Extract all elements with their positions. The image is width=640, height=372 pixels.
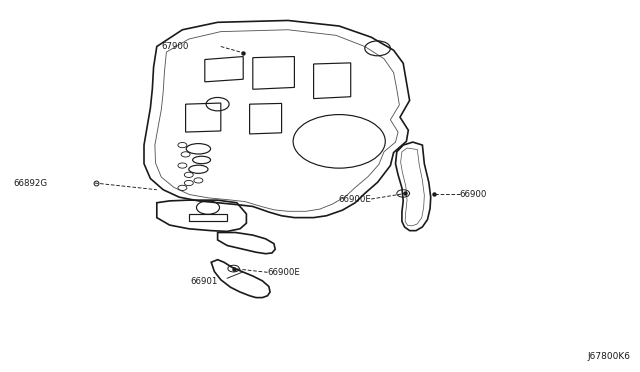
Text: 66900E: 66900E — [268, 268, 300, 277]
Text: 66901: 66901 — [190, 278, 218, 286]
Text: 67900: 67900 — [161, 42, 189, 51]
Text: 66900: 66900 — [460, 190, 487, 199]
Text: J67800K6: J67800K6 — [588, 352, 630, 361]
Text: 66892G: 66892G — [14, 179, 48, 187]
Text: 66900E: 66900E — [339, 195, 371, 203]
